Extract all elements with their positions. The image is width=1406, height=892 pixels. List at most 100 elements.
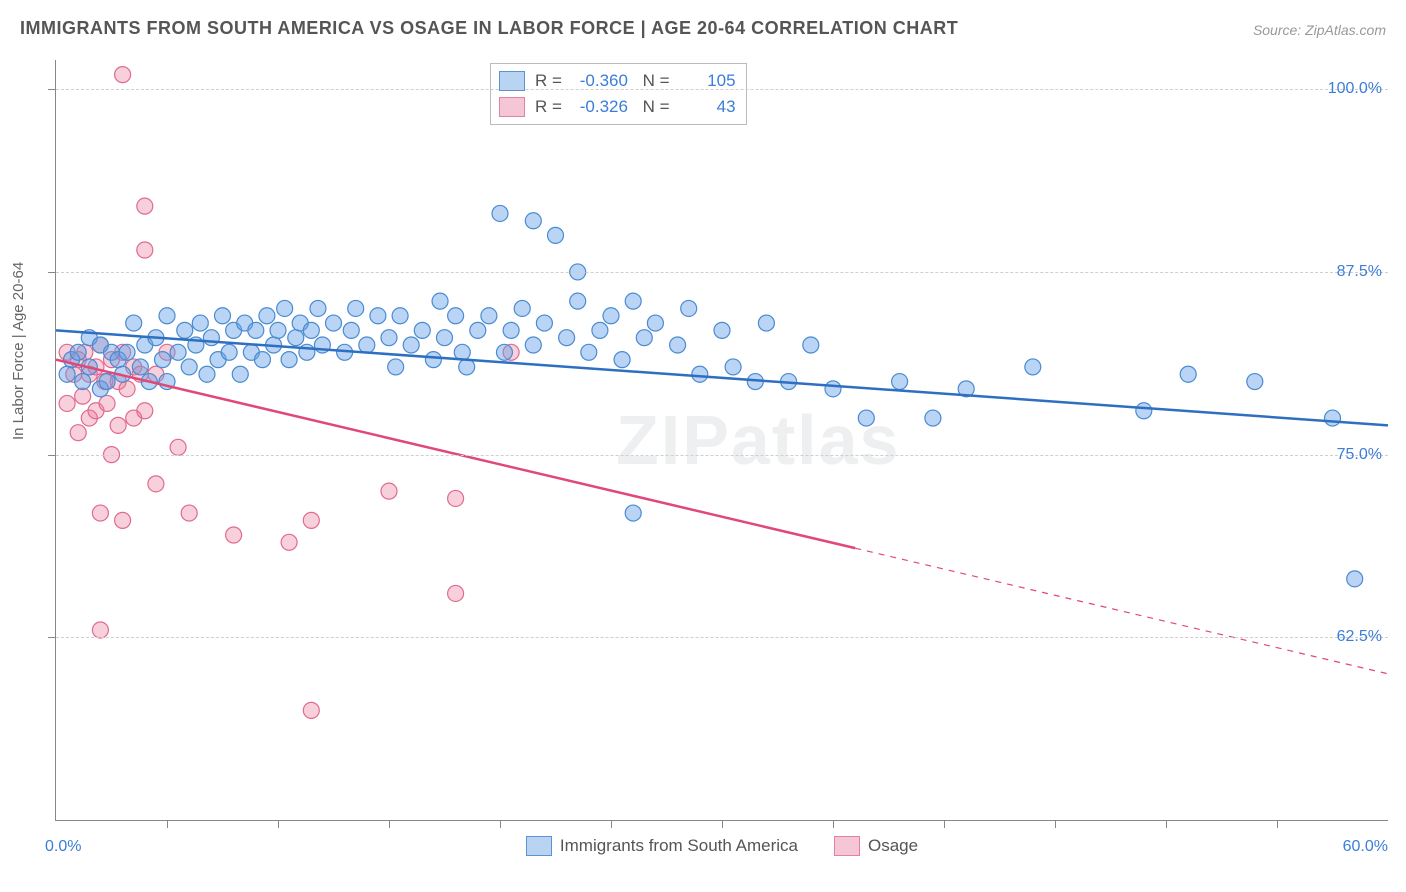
n-value-0: 105 bbox=[680, 71, 736, 91]
data-point bbox=[437, 330, 453, 346]
data-point bbox=[303, 512, 319, 528]
data-point bbox=[925, 410, 941, 426]
data-point bbox=[1136, 403, 1152, 419]
data-point bbox=[181, 359, 197, 375]
n-value-1: 43 bbox=[680, 97, 736, 117]
data-point bbox=[303, 702, 319, 718]
data-point bbox=[281, 534, 297, 550]
data-point bbox=[392, 308, 408, 324]
data-point bbox=[170, 439, 186, 455]
data-point bbox=[470, 322, 486, 338]
n-label-1: N = bbox=[638, 97, 670, 117]
data-point bbox=[359, 337, 375, 353]
data-point bbox=[137, 198, 153, 214]
data-point bbox=[115, 67, 131, 83]
data-point bbox=[199, 366, 215, 382]
data-point bbox=[215, 308, 231, 324]
source-label: Source: ZipAtlas.com bbox=[1253, 22, 1386, 38]
data-point bbox=[1025, 359, 1041, 375]
data-point bbox=[326, 315, 342, 331]
data-point bbox=[388, 359, 404, 375]
data-point bbox=[892, 374, 908, 390]
plot-area: ZIPatlas R = -0.360 N = 105 R = -0.326 N… bbox=[55, 60, 1388, 821]
data-point bbox=[525, 213, 541, 229]
data-point bbox=[270, 322, 286, 338]
data-point bbox=[636, 330, 652, 346]
legend-bottom-swatch-1 bbox=[834, 836, 860, 856]
data-point bbox=[99, 374, 115, 390]
data-point bbox=[525, 337, 541, 353]
data-point bbox=[548, 227, 564, 243]
data-point bbox=[115, 512, 131, 528]
data-point bbox=[559, 330, 575, 346]
data-point bbox=[536, 315, 552, 331]
x-axis-max-label: 60.0% bbox=[1343, 838, 1388, 856]
data-point bbox=[181, 505, 197, 521]
data-point bbox=[858, 410, 874, 426]
y-tick bbox=[48, 89, 56, 90]
y-tick-label: 75.0% bbox=[1337, 446, 1382, 464]
data-point bbox=[581, 344, 597, 360]
data-point bbox=[288, 330, 304, 346]
data-point bbox=[625, 505, 641, 521]
r-value-1: -0.326 bbox=[572, 97, 628, 117]
data-point bbox=[448, 490, 464, 506]
data-point bbox=[681, 300, 697, 316]
chart-title: IMMIGRANTS FROM SOUTH AMERICA VS OSAGE I… bbox=[20, 18, 958, 39]
legend-bottom-swatch-0 bbox=[526, 836, 552, 856]
data-point bbox=[126, 315, 142, 331]
data-point bbox=[99, 395, 115, 411]
data-point bbox=[448, 308, 464, 324]
data-point bbox=[155, 352, 171, 368]
data-point bbox=[725, 359, 741, 375]
y-tick bbox=[48, 455, 56, 456]
legend-swatch-1 bbox=[499, 97, 525, 117]
data-point bbox=[177, 322, 193, 338]
data-point bbox=[70, 344, 86, 360]
y-tick-label: 100.0% bbox=[1328, 80, 1382, 98]
n-label-0: N = bbox=[638, 71, 670, 91]
data-point bbox=[614, 352, 630, 368]
data-point bbox=[370, 308, 386, 324]
data-point bbox=[148, 476, 164, 492]
legend-item-0: Immigrants from South America bbox=[526, 836, 798, 856]
x-tick bbox=[944, 820, 945, 828]
data-point bbox=[448, 585, 464, 601]
data-point bbox=[603, 308, 619, 324]
gridline-h bbox=[56, 637, 1388, 638]
data-point bbox=[647, 315, 663, 331]
x-axis-min-label: 0.0% bbox=[45, 838, 81, 856]
chart-container: IMMIGRANTS FROM SOUTH AMERICA VS OSAGE I… bbox=[0, 0, 1406, 892]
data-point bbox=[425, 352, 441, 368]
data-point bbox=[248, 322, 264, 338]
data-point bbox=[514, 300, 530, 316]
r-value-0: -0.360 bbox=[572, 71, 628, 91]
legend-item-1: Osage bbox=[834, 836, 918, 856]
data-point bbox=[496, 344, 512, 360]
x-tick bbox=[1055, 820, 1056, 828]
data-point bbox=[592, 322, 608, 338]
data-point bbox=[281, 352, 297, 368]
legend-series: Immigrants from South America Osage bbox=[56, 836, 1388, 856]
legend-series-label-1: Osage bbox=[868, 836, 918, 856]
data-point bbox=[825, 381, 841, 397]
data-point bbox=[381, 483, 397, 499]
y-tick bbox=[48, 272, 56, 273]
data-point bbox=[75, 388, 91, 404]
data-point bbox=[1347, 571, 1363, 587]
data-point bbox=[1325, 410, 1341, 426]
y-tick-label: 87.5% bbox=[1337, 263, 1382, 281]
x-tick bbox=[500, 820, 501, 828]
data-point bbox=[137, 403, 153, 419]
data-point bbox=[414, 322, 430, 338]
data-point bbox=[714, 322, 730, 338]
data-point bbox=[226, 527, 242, 543]
data-point bbox=[803, 337, 819, 353]
data-point bbox=[254, 352, 270, 368]
data-point bbox=[303, 322, 319, 338]
data-point bbox=[348, 300, 364, 316]
data-point bbox=[119, 344, 135, 360]
x-tick bbox=[833, 820, 834, 828]
data-point bbox=[481, 308, 497, 324]
data-point bbox=[403, 337, 419, 353]
